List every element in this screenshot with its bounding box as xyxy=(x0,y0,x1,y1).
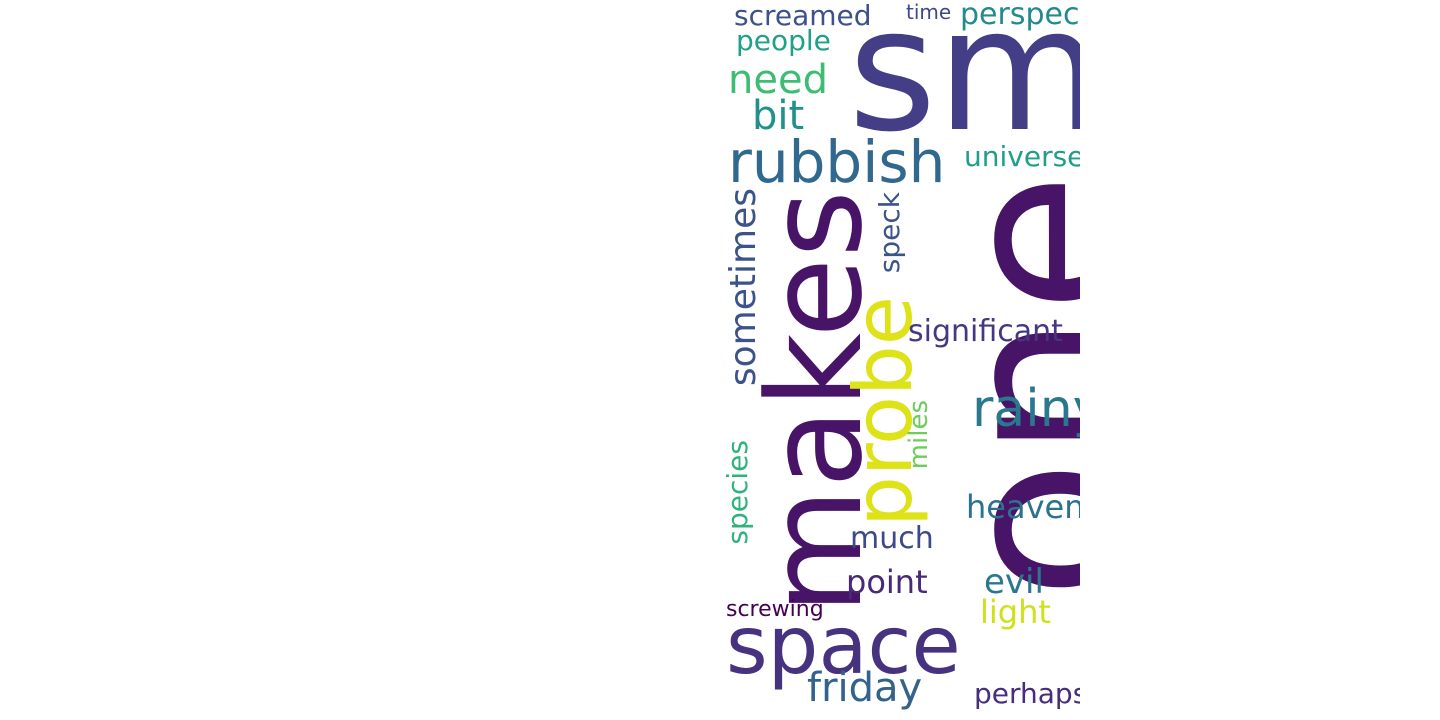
word-species: species xyxy=(721,440,754,545)
word-evil: evil xyxy=(984,562,1044,602)
word-light: light xyxy=(980,593,1051,631)
word-point: point xyxy=(846,563,928,601)
word-friday: friday xyxy=(807,665,923,711)
word-sometimes: sometimes xyxy=(723,188,764,387)
word-bit: bit xyxy=(752,93,805,139)
word-people: people xyxy=(736,24,831,57)
word-much: much xyxy=(850,521,934,556)
word-space: space xyxy=(726,599,961,692)
word-rainy: rainy xyxy=(972,379,1080,439)
word-significant: significant xyxy=(908,314,1063,349)
word-perhaps: perhaps xyxy=(974,677,1080,710)
word-heaven: heaven xyxy=(966,488,1080,526)
word-rubbish: rubbish xyxy=(728,128,946,196)
word-speck: speck xyxy=(873,192,906,274)
word-perspective: perspective xyxy=(960,0,1080,32)
word-miles: miles xyxy=(904,400,934,470)
word-screamed: screamed xyxy=(734,0,872,32)
word-time: time xyxy=(906,0,952,24)
word-universe: universe xyxy=(964,140,1080,173)
word-cloud: one small dot makes stop think really mi… xyxy=(360,0,1080,720)
word-screwing: screwing xyxy=(726,597,824,622)
word-need: need xyxy=(728,57,828,103)
word-small: small xyxy=(848,0,1080,170)
